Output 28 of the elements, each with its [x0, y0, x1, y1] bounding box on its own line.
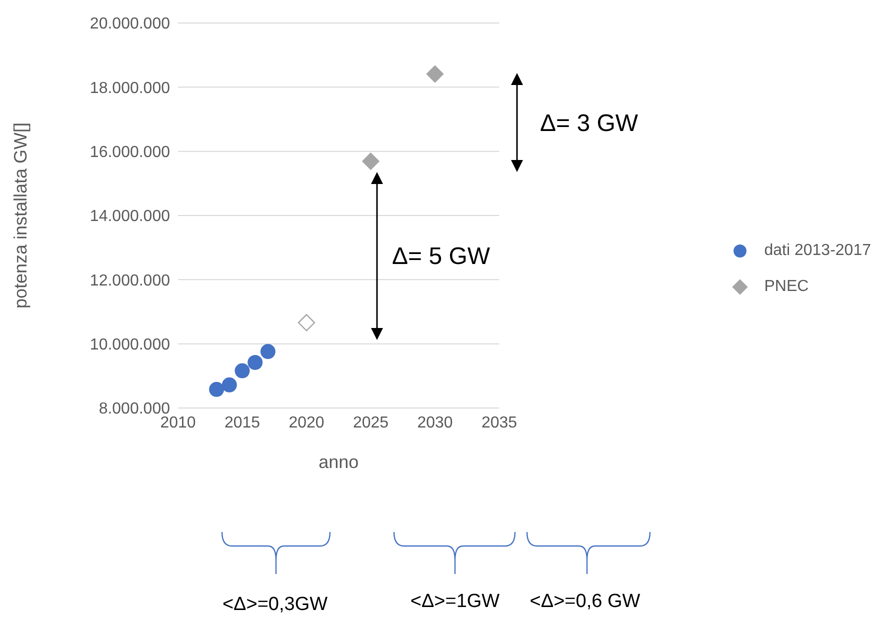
point — [234, 363, 250, 378]
legend-label: PNEC — [764, 277, 809, 297]
x-tick-label: 2030 — [417, 414, 453, 432]
y-axis-title: potenza installata GW[] — [10, 122, 30, 309]
point — [426, 65, 444, 83]
x-tick-label: 2015 — [224, 414, 260, 432]
y-tick-label: 12.000.000 — [90, 272, 170, 290]
x-tick-label: 2035 — [481, 414, 518, 432]
text: <Δ>=0,6 GW — [530, 591, 640, 612]
x-tick-label: 2025 — [352, 414, 389, 432]
x-tick-label: 2020 — [288, 414, 324, 432]
y-tick-label: 20.000.000 — [90, 16, 170, 33]
point — [260, 344, 276, 360]
x-axis-title: anno — [318, 452, 359, 472]
text: <Δ>=0,3GW — [222, 594, 328, 615]
point — [362, 152, 380, 170]
text: <Δ>=1GW — [410, 591, 500, 612]
point — [298, 314, 316, 332]
y-tick-label: 14.000.000 — [90, 208, 170, 226]
point — [222, 377, 237, 392]
point — [209, 382, 224, 397]
legend-label: dati 2013-2017 — [764, 241, 871, 261]
text: Δ= 3 GW — [540, 110, 638, 137]
annotation: Δ= 5 GW — [392, 243, 490, 270]
y-tick-label: 16.000.000 — [90, 144, 170, 162]
point — [248, 354, 263, 370]
y-tick-label: 10.000.000 — [90, 336, 170, 354]
y-tick-label: 18.000.000 — [90, 80, 170, 97]
